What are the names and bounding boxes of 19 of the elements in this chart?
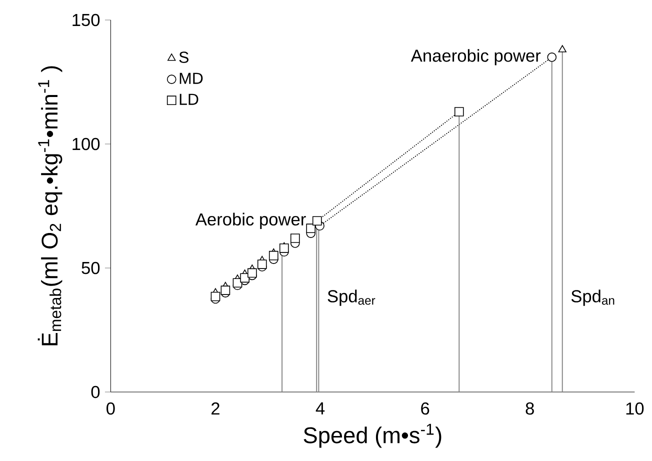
- legend-label: S: [179, 51, 188, 63]
- legend-label: MD: [180, 72, 203, 84]
- legend-label: LD: [180, 94, 198, 105]
- x-tick-label: 6: [421, 402, 430, 415]
- annotation: Spd$_{aer}$: [328, 290, 376, 306]
- x-tick-label: 8: [526, 402, 534, 415]
- annotation: Anaerobic power: [410, 48, 541, 66]
- x-tick-label: 10: [626, 402, 644, 415]
- annotation: Aerobic power: [195, 212, 306, 229]
- y-tick-label: 50: [82, 262, 100, 274]
- text: Ė$_{metab}$(ml O$_{2}$ eq.•kg$^{-1}$•min$^{-1}$ ): [38, 66, 62, 346]
- x-tick-label: 4: [316, 402, 325, 414]
- x-tick-label: 0: [106, 402, 115, 415]
- x-tick-label: 2: [212, 402, 220, 414]
- annotation: Spd$_{an}$: [571, 290, 614, 306]
- x-axis-title: Speed (m•s$^{-1}$): [304, 424, 442, 448]
- y-tick-label: 100: [72, 138, 100, 150]
- y-tick-label: 0: [91, 386, 100, 398]
- y-tick-label: 150: [72, 14, 100, 26]
